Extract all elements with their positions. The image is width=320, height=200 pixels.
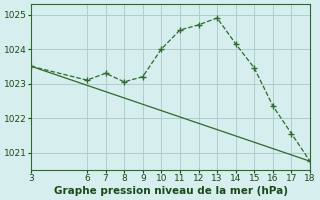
X-axis label: Graphe pression niveau de la mer (hPa): Graphe pression niveau de la mer (hPa) bbox=[54, 186, 288, 196]
